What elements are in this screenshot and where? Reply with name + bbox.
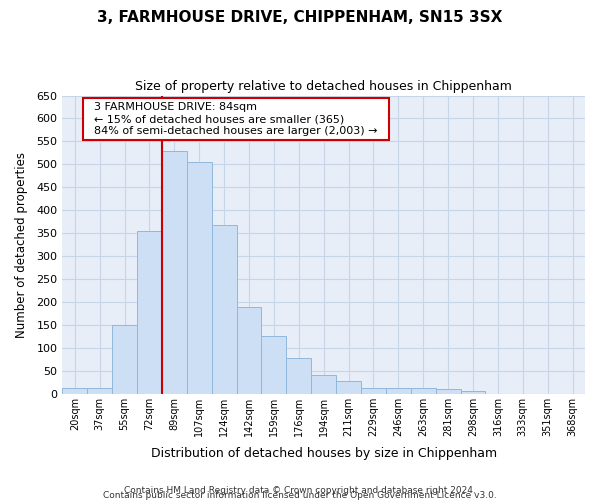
Title: Size of property relative to detached houses in Chippenham: Size of property relative to detached ho… xyxy=(135,80,512,93)
X-axis label: Distribution of detached houses by size in Chippenham: Distribution of detached houses by size … xyxy=(151,447,497,460)
Bar xyxy=(461,392,485,394)
Bar xyxy=(286,358,311,394)
Bar xyxy=(311,376,336,394)
Bar xyxy=(336,381,361,394)
Bar xyxy=(112,325,137,394)
Bar xyxy=(87,388,112,394)
Text: Contains HM Land Registry data © Crown copyright and database right 2024.: Contains HM Land Registry data © Crown c… xyxy=(124,486,476,495)
Bar xyxy=(212,225,236,394)
Bar xyxy=(386,388,411,394)
Text: Contains public sector information licensed under the Open Government Licence v3: Contains public sector information licen… xyxy=(103,491,497,500)
Bar xyxy=(187,162,212,394)
Text: 3, FARMHOUSE DRIVE, CHIPPENHAM, SN15 3SX: 3, FARMHOUSE DRIVE, CHIPPENHAM, SN15 3SX xyxy=(97,10,503,25)
Y-axis label: Number of detached properties: Number of detached properties xyxy=(15,152,28,338)
Bar xyxy=(62,388,87,394)
Bar xyxy=(236,308,262,394)
Bar xyxy=(436,389,461,394)
Bar xyxy=(361,388,386,394)
Bar xyxy=(137,231,162,394)
Text: 3 FARMHOUSE DRIVE: 84sqm
  ← 15% of detached houses are smaller (365)
  84% of s: 3 FARMHOUSE DRIVE: 84sqm ← 15% of detach… xyxy=(87,102,385,136)
Bar xyxy=(411,388,436,394)
Bar xyxy=(162,150,187,394)
Bar xyxy=(262,336,286,394)
